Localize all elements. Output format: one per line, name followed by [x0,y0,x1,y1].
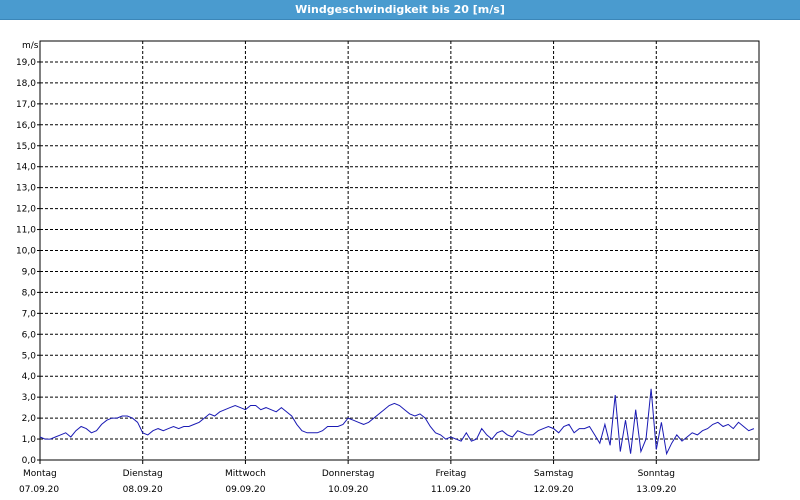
x-tick-date-label: 11.09.20 [431,485,471,495]
y-tick-label: 0,0 [22,456,37,466]
x-tick-day-label: Sonntag [638,469,675,479]
x-tick-day-label: Montag [23,469,57,479]
x-tick-day-label: Freitag [435,469,466,479]
y-tick-label: 12,0 [16,205,36,215]
x-tick-date-label: 07.09.20 [19,485,59,495]
x-tick-day-label: Dienstag [123,469,163,479]
y-tick-label: 5,0 [22,351,37,361]
y-tick-label: 18,0 [16,79,36,89]
y-tick-label: 3,0 [22,393,37,403]
x-tick-date-label: 12.09.20 [534,485,574,495]
y-tick-label: 8,0 [22,288,37,298]
x-tick-date-label: 10.09.20 [328,485,368,495]
y-tick-label: 10,0 [16,247,36,257]
series-group [39,388,755,456]
y-tick-label: 19,0 [16,58,36,68]
y-tick-label: 1,0 [22,435,37,445]
y-tick-label: 7,0 [22,309,37,319]
x-tick-day-label: Donnerstag [322,469,375,479]
y-tick-label: 4,0 [22,372,37,382]
x-tick-date-label: 08.09.20 [123,485,163,495]
x-tick-day-label: Mittwoch [225,469,266,479]
y-tick-label: 2,0 [22,414,37,424]
y-tick-label: 11,0 [16,226,36,236]
x-axis-ticks: Montag 07.09.20 Dienstag 08.09.20 Mittwoch 09… [19,460,677,495]
plot-area [39,40,760,461]
y-tick-label: 6,0 [22,330,37,340]
y-tick-label: 16,0 [16,121,36,131]
y-tick-label: 13,0 [16,184,36,194]
x-tick-date-label: 09.09.20 [225,485,265,495]
y-tick-label: 15,0 [16,142,36,152]
y-tick-label: 17,0 [16,100,36,110]
y-tick-label: 14,0 [16,163,36,173]
wind-speed-series-line [39,388,755,456]
chart-title: Windgeschwindigkeit bis 20 [m/s] [0,0,800,20]
x-tick-date-label: 13.09.20 [636,485,676,495]
y-tick-label: 9,0 [22,267,37,277]
y-axis-label: m/s [22,41,39,51]
x-tick-day-label: Samstag [534,469,573,479]
y-axis-ticks: 0,0 1,0 2,0 3,0 4,0 5,0 6,0 7,0 8,0 9,0 10,0 11,0 12… [16,58,40,466]
